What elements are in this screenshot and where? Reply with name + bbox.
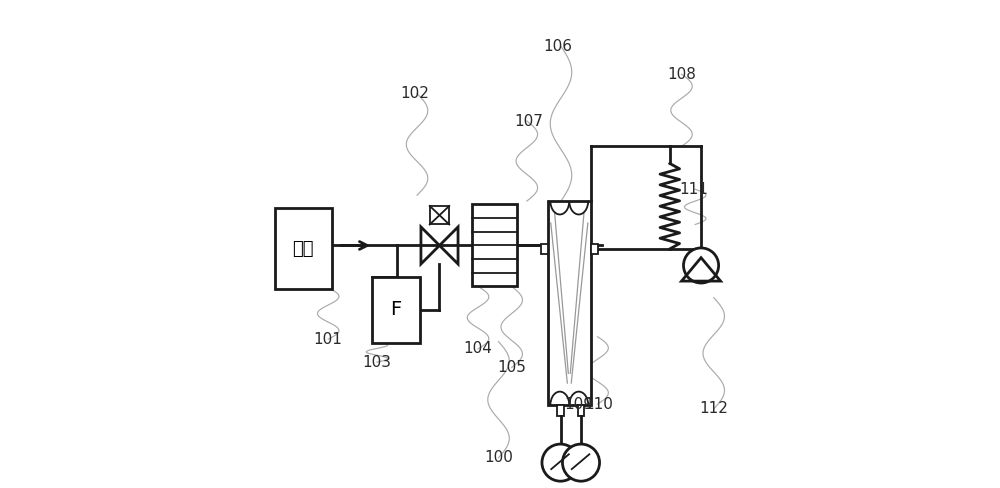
Text: 109: 109 — [565, 397, 594, 411]
Text: 106: 106 — [543, 39, 572, 54]
Text: 103: 103 — [363, 355, 392, 369]
Bar — [372, 277, 420, 343]
Bar — [548, 201, 591, 405]
Text: 107: 107 — [514, 114, 543, 128]
Bar — [578, 405, 584, 416]
Bar — [275, 208, 332, 289]
Text: 气体: 气体 — [293, 240, 314, 258]
Text: 112: 112 — [699, 402, 728, 416]
Bar — [472, 204, 517, 286]
Circle shape — [562, 444, 600, 481]
Bar — [430, 206, 449, 224]
Text: 110: 110 — [584, 397, 613, 411]
Circle shape — [684, 248, 719, 283]
Bar — [557, 405, 564, 416]
Text: 108: 108 — [667, 67, 696, 81]
Text: 102: 102 — [400, 86, 429, 101]
Bar — [591, 244, 598, 254]
Text: 111: 111 — [680, 182, 709, 197]
Text: 105: 105 — [497, 360, 526, 375]
Text: 101: 101 — [314, 332, 343, 346]
Text: 104: 104 — [464, 342, 492, 356]
Circle shape — [542, 444, 579, 481]
Text: 100: 100 — [484, 450, 513, 465]
Text: F: F — [390, 300, 402, 319]
Bar — [541, 244, 548, 254]
